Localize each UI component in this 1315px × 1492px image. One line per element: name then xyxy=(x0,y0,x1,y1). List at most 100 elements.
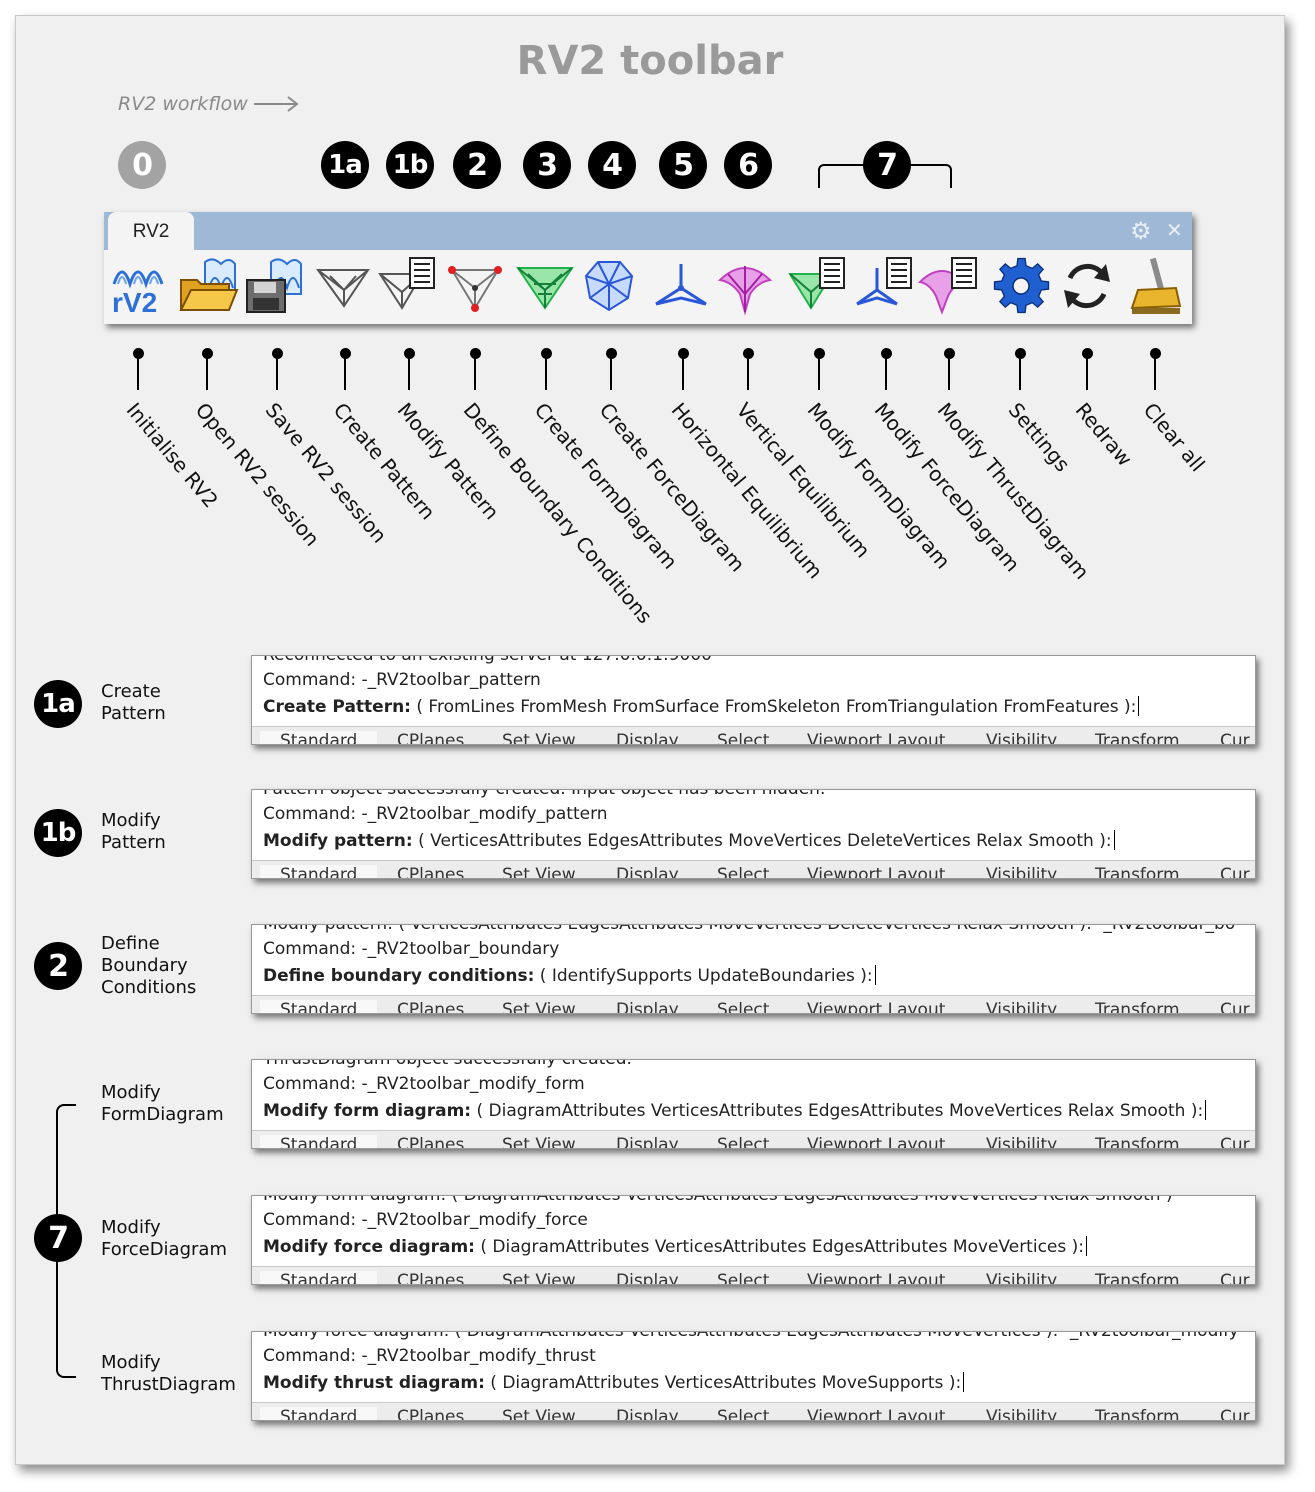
tab-viewport-layout[interactable]: Viewport Layout xyxy=(807,865,946,879)
command-prompt[interactable]: Define boundary conditions: ( IdentifySu… xyxy=(263,965,876,986)
tab-display[interactable]: Display xyxy=(616,731,679,745)
tab-display[interactable]: Display xyxy=(616,1271,679,1285)
pattern-icon[interactable] xyxy=(312,254,374,318)
tab-cplanes[interactable]: CPlanes xyxy=(397,1135,465,1149)
command-panel[interactable]: Modify form diagram: ( DiagramAttributes… xyxy=(251,1195,1256,1285)
clear-broom-icon[interactable] xyxy=(1122,254,1184,318)
previous-output: Modify form diagram: ( DiagramAttributes… xyxy=(263,1195,1173,1205)
tab-standard[interactable]: Standard xyxy=(260,1407,378,1420)
open-folder-icon[interactable] xyxy=(177,254,239,318)
tab-curve[interactable]: Cur xyxy=(1220,1135,1250,1149)
command-panel[interactable]: ThrustDiagram object successfully create… xyxy=(251,1059,1256,1149)
tab-curve[interactable]: Cur xyxy=(1220,1407,1250,1421)
tab-transform[interactable]: Transform xyxy=(1095,1271,1180,1285)
tab-display[interactable]: Display xyxy=(616,865,679,879)
step-badge-3: 3 xyxy=(523,141,571,189)
tab-cplanes[interactable]: CPlanes xyxy=(397,1271,465,1285)
row-badge-2: 2 xyxy=(34,942,82,990)
tab-viewport-layout[interactable]: Viewport Layout xyxy=(807,1407,946,1421)
tab-curve[interactable]: Cur xyxy=(1220,1271,1250,1285)
toolbar-tab-bar: Standard CPlanes Set View Display Select… xyxy=(252,995,1255,1014)
tab-transform[interactable]: Transform xyxy=(1095,1135,1180,1149)
tab-standard[interactable]: Standard xyxy=(260,731,378,744)
tab-display[interactable]: Display xyxy=(616,1407,679,1421)
rv2-logo-icon[interactable]: rV2 xyxy=(108,254,170,318)
tab-visibility[interactable]: Visibility xyxy=(986,865,1058,879)
row-label-boundary: Define Boundary Conditions xyxy=(101,933,197,998)
toolbar-tab-bar: Standard CPlanes Set View Display Select… xyxy=(252,1130,1255,1149)
tab-visibility[interactable]: Visibility xyxy=(986,731,1058,745)
tab-cplanes[interactable]: CPlanes xyxy=(397,865,465,879)
tab-cplanes[interactable]: CPlanes xyxy=(397,731,465,745)
command-prompt[interactable]: Modify thrust diagram: ( DiagramAttribut… xyxy=(263,1372,965,1393)
tab-display[interactable]: Display xyxy=(616,1135,679,1149)
force-diagram-icon[interactable] xyxy=(578,254,640,318)
toolbar-close-icon[interactable]: ✕ xyxy=(1166,218,1183,242)
tab-select[interactable]: Select xyxy=(717,731,770,745)
tab-set-view[interactable]: Set View xyxy=(502,1000,576,1014)
tab-select[interactable]: Select xyxy=(717,1135,770,1149)
modify-force-icon[interactable] xyxy=(853,254,915,318)
tab-standard[interactable]: Standard xyxy=(260,1135,378,1148)
step-badge-6: 6 xyxy=(724,141,772,189)
tab-display[interactable]: Display xyxy=(616,1000,679,1014)
tab-visibility[interactable]: Visibility xyxy=(986,1000,1058,1014)
tab-set-view[interactable]: Set View xyxy=(502,1135,576,1149)
command-panel[interactable]: Modify force diagram: ( DiagramAttribute… xyxy=(251,1331,1256,1421)
tab-set-view[interactable]: Set View xyxy=(502,865,576,879)
command-prompt[interactable]: Modify force diagram: ( DiagramAttribute… xyxy=(263,1236,1087,1257)
vertical-equilibrium-icon[interactable] xyxy=(714,254,776,318)
tab-viewport-layout[interactable]: Viewport Layout xyxy=(807,731,946,745)
pin-marker xyxy=(270,348,284,390)
row-badge-1b: 1b xyxy=(34,809,82,857)
horizontal-equilibrium-icon[interactable] xyxy=(650,254,712,318)
redraw-icon[interactable] xyxy=(1056,254,1118,318)
tab-transform[interactable]: Transform xyxy=(1095,1407,1180,1421)
tab-select[interactable]: Select xyxy=(717,865,770,879)
tab-viewport-layout[interactable]: Viewport Layout xyxy=(807,1135,946,1149)
tab-cplanes[interactable]: CPlanes xyxy=(397,1407,465,1421)
command-prompt[interactable]: Create Pattern: ( FromLines FromMesh Fro… xyxy=(263,696,1140,717)
modify-form-icon[interactable] xyxy=(786,254,848,318)
pin-marker xyxy=(338,348,352,390)
tab-standard[interactable]: Standard xyxy=(260,865,378,878)
toolbar-tab-bar: Standard CPlanes Set View Display Select… xyxy=(252,1402,1255,1421)
tab-visibility[interactable]: Visibility xyxy=(986,1407,1058,1421)
command-panel[interactable]: Pattern object successfully created. Inp… xyxy=(251,789,1256,879)
modify-pattern-icon[interactable] xyxy=(376,254,438,318)
tab-select[interactable]: Select xyxy=(717,1271,770,1285)
command-panel[interactable]: Reconnected to an existing server at 127… xyxy=(251,655,1256,745)
tab-viewport-layout[interactable]: Viewport Layout xyxy=(807,1271,946,1285)
tab-viewport-layout[interactable]: Viewport Layout xyxy=(807,1000,946,1014)
command-prompt[interactable]: Modify pattern: ( VerticesAttributes Edg… xyxy=(263,830,1115,851)
tab-transform[interactable]: Transform xyxy=(1095,865,1180,879)
tab-standard[interactable]: Standard xyxy=(260,1000,378,1013)
form-diagram-icon[interactable] xyxy=(514,254,576,318)
tab-select[interactable]: Select xyxy=(717,1000,770,1014)
command-panel[interactable]: Modify pattern: ( VerticesAttributes Edg… xyxy=(251,924,1256,1014)
pin-marker xyxy=(131,348,145,390)
toolbar-gear-icon[interactable]: ⚙ xyxy=(1130,217,1152,245)
pin-marker xyxy=(1013,348,1027,390)
tab-select[interactable]: Select xyxy=(717,1407,770,1421)
tab-transform[interactable]: Transform xyxy=(1095,1000,1180,1014)
modify-thrust-icon[interactable] xyxy=(918,254,980,318)
tab-set-view[interactable]: Set View xyxy=(502,731,576,745)
tab-transform[interactable]: Transform xyxy=(1095,731,1180,745)
tab-standard[interactable]: Standard xyxy=(260,1271,378,1284)
settings-gear-icon[interactable] xyxy=(990,254,1052,318)
tab-curve[interactable]: Cur xyxy=(1220,731,1250,745)
command-echo: Command: -_RV2toolbar_modify_thrust xyxy=(263,1346,596,1366)
tab-set-view[interactable]: Set View xyxy=(502,1407,576,1421)
tab-curve[interactable]: Cur xyxy=(1220,1000,1250,1014)
tab-visibility[interactable]: Visibility xyxy=(986,1135,1058,1149)
tab-visibility[interactable]: Visibility xyxy=(986,1271,1058,1285)
tab-curve[interactable]: Cur xyxy=(1220,865,1250,879)
boundary-icon[interactable] xyxy=(444,254,506,318)
toolbar-tab-rv2[interactable]: RV2 xyxy=(108,212,194,252)
tab-cplanes[interactable]: CPlanes xyxy=(397,1000,465,1014)
command-echo: Command: -_RV2toolbar_modify_form xyxy=(263,1074,585,1094)
save-disk-icon[interactable] xyxy=(243,254,305,318)
tab-set-view[interactable]: Set View xyxy=(502,1271,576,1285)
command-prompt[interactable]: Modify form diagram: ( DiagramAttributes… xyxy=(263,1100,1207,1121)
